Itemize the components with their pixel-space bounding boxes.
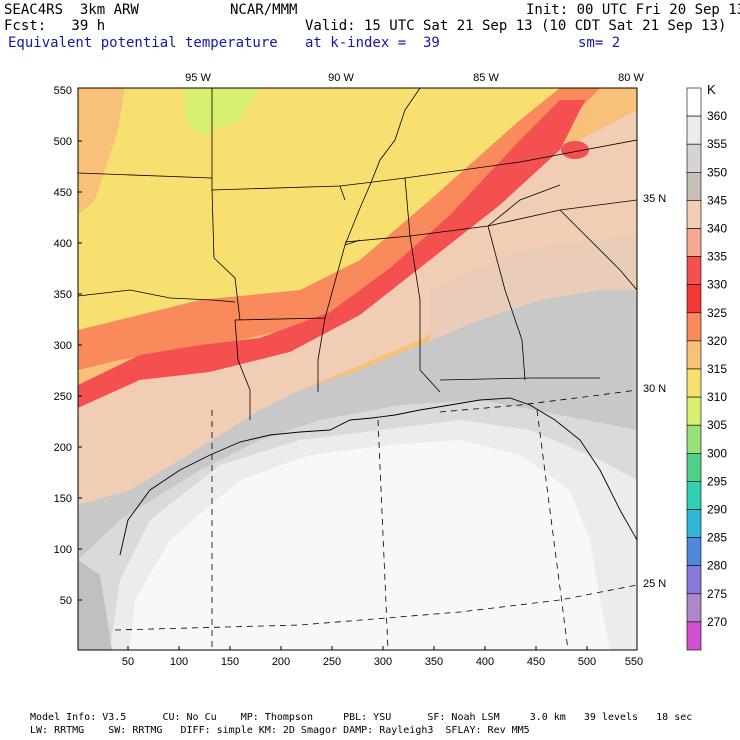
colorbar-swatch (686, 340, 702, 370)
model-title: SEAC4RS 3km ARW (4, 2, 139, 18)
colorbar-swatch (686, 256, 702, 286)
valid-time: Valid: 15 UTC Sat 21 Sep 13 (10 CDT Sat … (305, 18, 727, 34)
x-tick-labels: 50 100 150 200 250 300 350 400 450 500 5… (122, 656, 643, 668)
lon-label: 85 W (473, 72, 499, 84)
colorbar-level-label: 345 (707, 193, 727, 207)
colorbar-level-label: 295 (707, 474, 727, 488)
x-tick-label: 250 (323, 656, 341, 668)
colorbar-level-label: 280 (707, 559, 727, 573)
y-axis-ticks (78, 140, 82, 601)
colorbar-swatch (686, 481, 702, 510)
y-tick-label: 100 (54, 544, 72, 556)
colorbar-swatch (686, 143, 702, 173)
x-tick-label: 50 (122, 656, 134, 668)
x-tick-label: 350 (425, 656, 443, 668)
x-tick-label: 450 (527, 656, 545, 668)
colorbar-level-label: 320 (707, 334, 727, 348)
x-tick-label: 550 (625, 656, 643, 668)
lat-label: 25 N (643, 578, 666, 590)
colorbar-level-label: 350 (707, 165, 727, 179)
colorbar-swatch (686, 172, 702, 201)
model-info-line2: LW: RRTMG SW: RRTMG DIFF: simple KM: 2D … (30, 725, 530, 736)
colorbar-level-label: 330 (707, 278, 727, 292)
lat-label: 30 N (643, 383, 666, 395)
colorbar-swatch (686, 452, 702, 482)
lon-label: 90 W (328, 72, 354, 84)
colorbar-swatch (686, 87, 702, 117)
colorbar-swatch (686, 509, 702, 538)
colorbar-level-label: 285 (707, 531, 727, 545)
colorbar-swatch (686, 200, 702, 229)
init-time: Init: 00 UTC Fri 20 Sep 13 (526, 2, 740, 18)
org-label: NCAR/MMM (230, 2, 298, 18)
colorbar-level-label: 340 (707, 222, 727, 236)
colorbar-level-label: 290 (707, 503, 727, 517)
colorbar-level-label: 305 (707, 418, 727, 432)
colorbar-swatch (686, 565, 702, 595)
colorbar-swatch (686, 424, 702, 454)
y-tick-label: 400 (54, 238, 72, 250)
y-tick-labels: 50 100 150 200 250 300 350 400 450 500 5… (54, 85, 72, 607)
y-tick-label: 450 (54, 187, 72, 199)
colorbar-level-label: 275 (707, 587, 727, 601)
colorbar-level-label: 355 (707, 137, 727, 151)
colorbar-level-label: 300 (707, 446, 727, 460)
y-tick-label: 500 (54, 136, 72, 148)
political-boundaries (78, 88, 637, 420)
gulf-coastline (119, 397, 637, 556)
forecast-hour: Fcst: 39 h (4, 18, 106, 34)
smoothing-label: sm= 2 (578, 35, 621, 51)
colorbar-level-label: 310 (707, 390, 727, 404)
colorbar-unit: K (707, 82, 716, 97)
y-tick-label: 350 (54, 289, 72, 301)
x-tick-label: 150 (221, 656, 239, 668)
colorbar: 360 355 350 345 340 335 330 325 320 315 310 305 300 2… (686, 87, 727, 651)
colorbar-swatch (686, 312, 702, 342)
y-tick-label: 50 (60, 595, 72, 607)
x-tick-label: 100 (170, 656, 188, 668)
lon-label: 95 W (185, 72, 211, 84)
lon-label: 80 W (618, 72, 644, 84)
x-tick-label: 400 (476, 656, 494, 668)
colorbar-level-label: 335 (707, 250, 727, 264)
colorbar-swatch (686, 537, 702, 566)
colorbar-swatch (686, 228, 702, 257)
x-tick-label: 200 (272, 656, 290, 668)
x-axis-ticks (127, 646, 588, 650)
equivalent-potential-temperature-field (78, 88, 637, 650)
x-tick-label: 300 (374, 656, 392, 668)
colorbar-level-label: 325 (707, 306, 727, 320)
colorbar-level-label: 360 (707, 109, 727, 123)
lat-lon-graticule (114, 389, 637, 650)
y-tick-label: 550 (54, 85, 72, 97)
y-tick-label: 150 (54, 493, 72, 505)
colorbar-level-label: 270 (707, 615, 727, 629)
map-frame (77, 87, 638, 651)
y-tick-label: 300 (54, 340, 72, 352)
longitude-labels: 95 W 90 W 85 W 80 W (185, 72, 644, 84)
level-label: at k-index = 39 (305, 35, 440, 51)
latitude-labels: 35 N 30 N 25 N (643, 193, 666, 590)
x-tick-label: 500 (578, 656, 596, 668)
field-name: Equivalent potential temperature (8, 35, 278, 51)
colorbar-swatch (686, 621, 702, 651)
colorbar-swatch (686, 284, 702, 314)
colorbar-level-label: 315 (707, 362, 727, 376)
y-tick-label: 200 (54, 442, 72, 454)
model-info-line1: Model Info: V3.5 CU: No Cu MP: Thompson … (30, 712, 693, 723)
colorbar-swatch (686, 115, 702, 145)
colorbar-swatch (686, 368, 702, 398)
lat-label: 35 N (643, 193, 666, 205)
colorbar-swatch (686, 593, 702, 623)
colorbar-swatch (686, 396, 702, 426)
y-tick-label: 250 (54, 391, 72, 403)
